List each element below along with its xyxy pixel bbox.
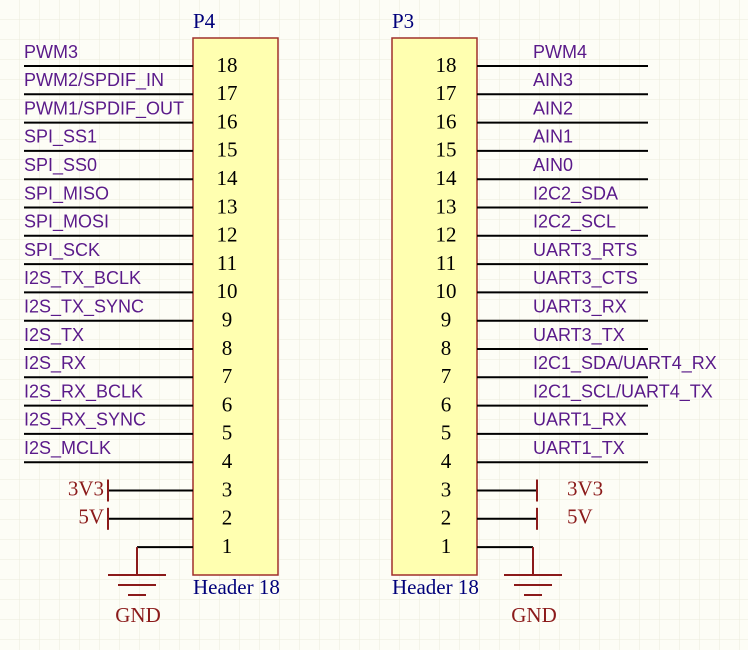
net-label: I2S_RX_BCLK (24, 381, 143, 402)
pin-number: 10 (217, 279, 238, 303)
designator: P3 (392, 9, 414, 33)
ground-label: GND (511, 603, 557, 627)
pin-number: 17 (436, 81, 457, 105)
pin-number: 15 (436, 138, 457, 162)
net-label: SPI_MISO (24, 183, 109, 204)
power-label: 3V3 (68, 476, 104, 500)
pin-number: 13 (436, 194, 457, 218)
net-label: AIN0 (533, 155, 573, 175)
connector-body (192, 37, 279, 576)
net-label: PWM3 (24, 42, 78, 62)
pin-number: 2 (222, 506, 233, 530)
net-label: I2S_RX (24, 353, 86, 374)
designator: P4 (193, 9, 216, 33)
power-label: 5V (78, 505, 104, 529)
net-label: UART1_TX (533, 438, 625, 459)
ground-label: GND (115, 603, 161, 627)
net-label: SPI_SS0 (24, 155, 97, 176)
net-label: I2S_RX_SYNC (24, 410, 146, 431)
pin-number: 3 (441, 477, 452, 501)
pin-number: 10 (436, 279, 457, 303)
net-label: UART3_CTS (533, 268, 638, 289)
pin-number: 4 (441, 449, 452, 473)
pin-number: 12 (217, 223, 238, 247)
pin-number: 9 (441, 308, 452, 332)
pin-number: 2 (441, 506, 452, 530)
pin-number: 18 (217, 53, 238, 77)
pin-number: 1 (222, 534, 233, 558)
pin-number: 5 (222, 421, 233, 445)
power-label: 3V3 (567, 476, 603, 500)
net-label: PWM4 (533, 42, 587, 62)
net-label: I2S_TX_BCLK (24, 268, 141, 289)
comment: Header 18 (193, 575, 280, 599)
net-label: SPI_SS1 (24, 127, 97, 148)
connector-body (391, 37, 478, 576)
pin-number: 14 (217, 166, 239, 190)
net-label: I2S_TX (24, 325, 84, 346)
pin-number: 4 (222, 449, 233, 473)
net-label: I2C2_SDA (533, 183, 618, 204)
pin-number: 3 (222, 477, 233, 501)
pin-number: 7 (222, 364, 233, 388)
pin-number: 5 (441, 421, 452, 445)
net-label: UART3_TX (533, 325, 625, 346)
pin-number: 16 (436, 109, 457, 133)
pin-number: 13 (217, 194, 238, 218)
net-label: AIN3 (533, 70, 573, 90)
net-label: UART3_RX (533, 296, 627, 317)
net-label: UART1_RX (533, 410, 627, 431)
pin-number: 11 (436, 251, 456, 275)
pin-number: 8 (441, 336, 452, 360)
net-label: I2S_TX_SYNC (24, 296, 144, 317)
net-label: I2C1_SCL/UART4_TX (533, 381, 713, 402)
net-label: I2C2_SCL (533, 212, 616, 233)
pin-number: 18 (436, 53, 457, 77)
pin-number: 11 (217, 251, 237, 275)
pin-number: 7 (441, 364, 452, 388)
net-label: I2S_MCLK (24, 438, 111, 459)
pin-number: 1 (441, 534, 452, 558)
pin-number: 6 (441, 392, 452, 416)
net-label: PWM2/SPDIF_IN (24, 70, 164, 91)
pin-number: 16 (217, 109, 238, 133)
comment: Header 18 (392, 575, 479, 599)
power-label: 5V (567, 505, 593, 529)
pin-number: 14 (436, 166, 458, 190)
pin-number: 8 (222, 336, 233, 360)
net-label: AIN1 (533, 127, 573, 147)
net-label: I2C1_SDA/UART4_RX (533, 353, 717, 374)
pin-number: 17 (217, 81, 238, 105)
pin-number: 9 (222, 308, 233, 332)
net-label: UART3_RTS (533, 240, 637, 261)
pin-number: 6 (222, 392, 233, 416)
net-label: AIN2 (533, 98, 573, 118)
pin-number: 12 (436, 223, 457, 247)
net-label: SPI_MOSI (24, 212, 109, 233)
pin-number: 15 (217, 138, 238, 162)
net-label: PWM1/SPDIF_OUT (24, 98, 184, 119)
net-label: SPI_SCK (24, 240, 100, 261)
